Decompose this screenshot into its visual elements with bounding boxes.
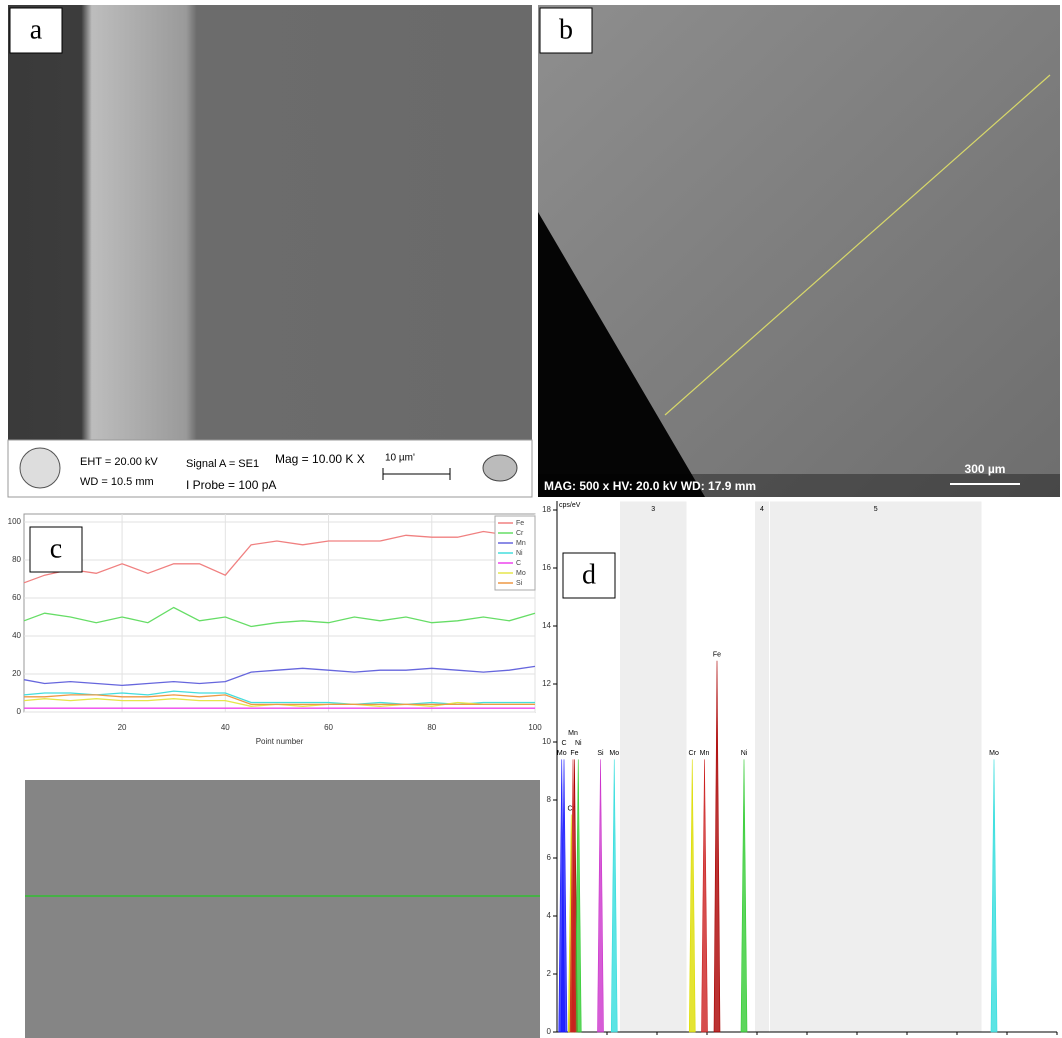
peak-label: Mo: [989, 750, 999, 757]
x-tick-label: 80: [427, 723, 436, 732]
wd: WD = 10.5 mm: [80, 476, 154, 488]
peak-label: Ni: [741, 750, 748, 757]
region: [755, 501, 770, 1032]
sem-image-c: [25, 780, 540, 1038]
x-tick-label: 40: [221, 723, 230, 732]
scale-bar-label: 300 µm: [965, 462, 1006, 476]
panel-label: b: [559, 14, 573, 45]
figure: EHT = 20.00 kV WD = 10.5 mm Signal A = S…: [0, 0, 1062, 1038]
legend-label: Mn: [516, 540, 526, 547]
panel-label: a: [30, 14, 43, 45]
x-axis-label: Point number: [256, 737, 304, 746]
y-tick-label: 12: [542, 679, 551, 688]
peak-label: Ni: [575, 740, 582, 747]
x-tick-label: 20: [118, 723, 127, 732]
region-label: 5: [874, 506, 878, 513]
peak-label: Mn: [568, 730, 578, 737]
mag: Mag = 10.00 K X: [275, 452, 365, 466]
peak-label: Cr: [689, 750, 697, 757]
peak-label: Si: [597, 750, 604, 757]
y-tick-label: 2: [547, 969, 552, 978]
region: [620, 501, 688, 1032]
probe: I Probe = 100 pA: [186, 478, 276, 492]
peak-label: C: [561, 740, 566, 747]
panel-label: d: [582, 559, 596, 590]
y-tick-label: 20: [12, 669, 21, 678]
y-tick-label: 10: [542, 737, 551, 746]
y-tick-label: 18: [542, 505, 551, 514]
scale-bar-label: 10 µm': [385, 453, 415, 464]
y-tick-label: 60: [12, 593, 21, 602]
peak-label: Fe: [713, 652, 721, 659]
x-tick-label: 60: [324, 723, 333, 732]
legend-label: Mo: [516, 570, 526, 577]
legend-label: Cr: [516, 530, 524, 537]
sem-image-b: MAG: 500 x HV: 20.0 kV WD: 17.9 mm 300 µ…: [538, 5, 1060, 497]
legend-label: Ni: [516, 550, 523, 557]
y-tick-label: 80: [12, 555, 21, 564]
peak-label: Fe: [570, 750, 578, 757]
peak-label: Mn: [700, 750, 710, 757]
eht: EHT = 20.00 kV: [80, 456, 158, 468]
panel-label: c: [50, 533, 62, 564]
y-tick-label: 4: [547, 911, 552, 920]
signal: Signal A = SE1: [186, 458, 259, 470]
y-tick-label: 100: [8, 517, 22, 526]
legend-label: Si: [516, 580, 523, 587]
eds-spectrum: 3450246810121416182468101214161820cps/eV…: [542, 501, 1061, 1038]
legend-label: Fe: [516, 520, 524, 527]
plot-area: [24, 514, 535, 712]
line-scan-chart: 0 20 40 60 80 100 20 40 60 80 100 Point number Fe Cr M…: [8, 514, 543, 746]
region-label: 4: [760, 506, 764, 513]
y-tick-label: 0: [17, 707, 22, 716]
sem-image-a: EHT = 20.00 kV WD = 10.5 mm Signal A = S…: [8, 5, 532, 497]
y-tick-label: 14: [542, 621, 551, 630]
y-tick-label: 6: [547, 853, 552, 862]
region-label: 3: [651, 506, 655, 513]
y-tick-label: 0: [547, 1027, 552, 1036]
legend-label: C: [516, 560, 521, 567]
peak-label: Mo: [557, 750, 567, 757]
y-tick-label: 16: [542, 563, 551, 572]
y-axis-label: cps/eV: [559, 502, 581, 509]
region: [770, 501, 983, 1032]
y-tick-label: 8: [547, 795, 552, 804]
sem-info: MAG: 500 x HV: 20.0 kV WD: 17.9 mm: [544, 479, 756, 493]
y-tick-label: 40: [12, 631, 21, 640]
peak-label: Mo: [609, 750, 619, 757]
x-tick-label: 100: [528, 723, 542, 732]
